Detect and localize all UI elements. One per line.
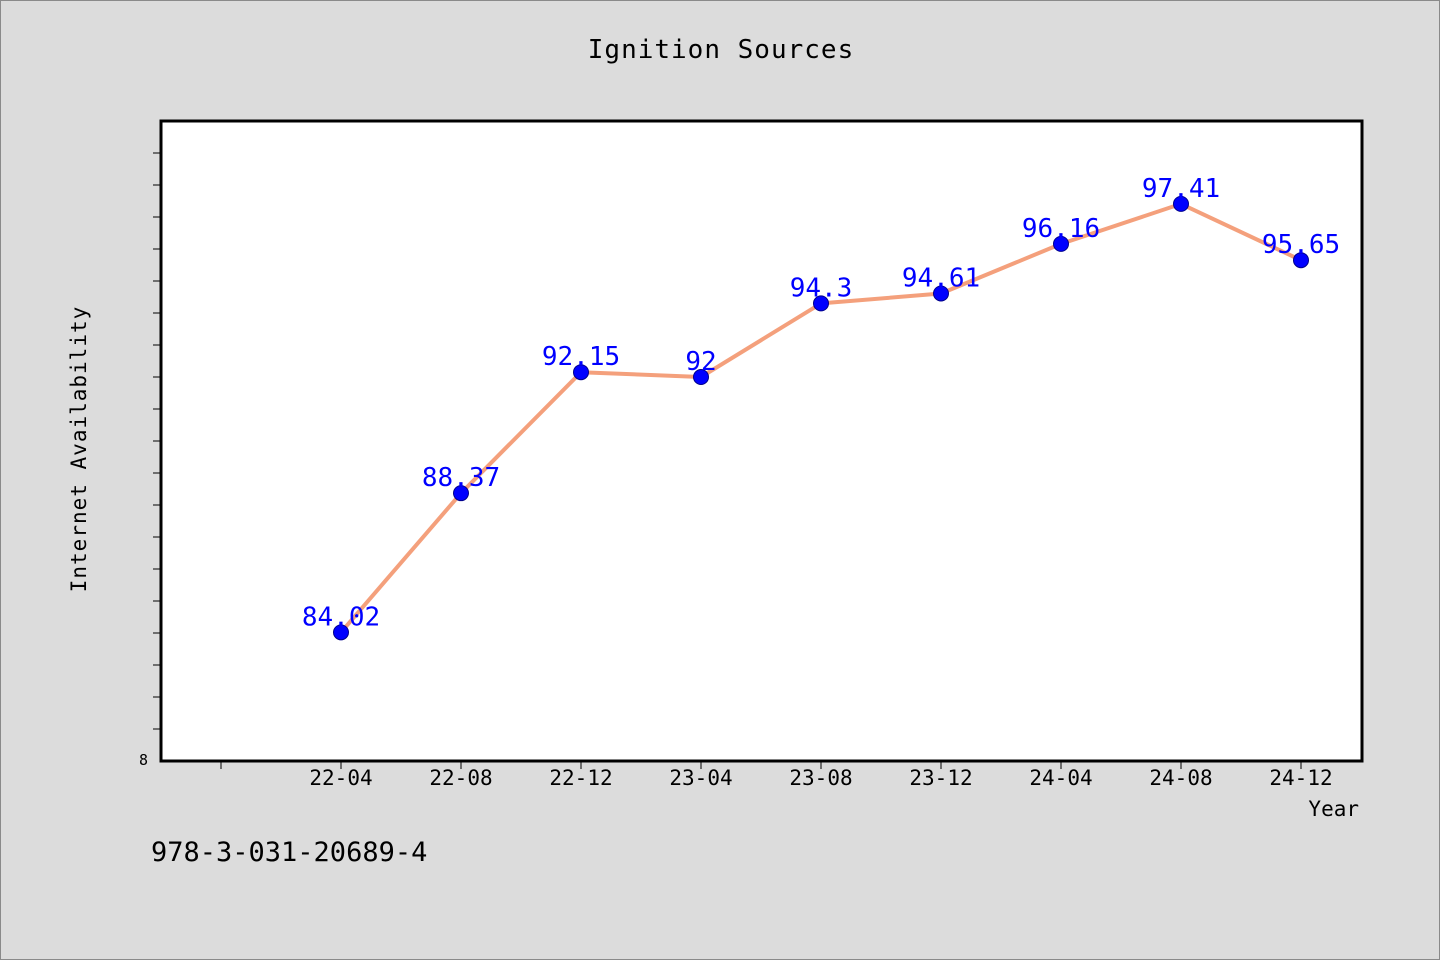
x-axis-ticks: [220, 761, 1302, 769]
data-label: 97.41: [1142, 174, 1220, 204]
x-tick-label: 23-08: [789, 766, 852, 790]
y-tick-label: 8: [139, 751, 149, 769]
data-point: [1173, 195, 1189, 212]
data-point: [333, 624, 349, 641]
data-label: 95.65: [1262, 230, 1340, 260]
x-tick-label: 23-12: [909, 766, 972, 790]
plot-area: [159, 119, 1364, 763]
data-label: 88.37: [422, 463, 500, 493]
data-label: 94.3: [790, 273, 853, 303]
data-point: [573, 364, 589, 381]
data-label: 92.15: [542, 342, 620, 372]
data-label: 84.02: [302, 602, 380, 632]
data-label: 92: [685, 347, 716, 377]
x-tick-label: 24-12: [1269, 766, 1332, 790]
series-points: [333, 195, 1309, 641]
x-tick-labels: 22-04 22-08 22-12 23-04 23-08 23-12 24-04 24-08…: [309, 766, 1332, 790]
data-label: 96.16: [1022, 214, 1100, 244]
data-point: [813, 295, 829, 312]
y-axis-ticks: [153, 152, 161, 730]
x-tick-label: 23-04: [669, 766, 732, 790]
x-tick-label: 24-08: [1149, 766, 1212, 790]
chart-title: Ignition Sources: [587, 35, 855, 65]
data-point: [1293, 252, 1309, 269]
x-tick-label: 24-04: [1029, 766, 1092, 790]
data-label: 94.61: [902, 263, 980, 293]
data-point: [1053, 235, 1069, 252]
x-axis-title: Year: [1308, 797, 1359, 821]
data-point: [933, 285, 949, 302]
x-tick-label: 22-04: [309, 766, 372, 790]
isbn-text: 978-3-031-20689-4: [151, 837, 428, 868]
x-tick-label: 22-12: [549, 766, 612, 790]
data-point: [453, 485, 469, 502]
data-point: [693, 369, 709, 385]
x-tick-label: 22-08: [429, 766, 492, 790]
y-axis-title: Internet Availability: [67, 305, 91, 593]
data-labels: 84.02 88.37 92.15 92 94.3 94.61 96.16 97.41 95.6…: [302, 174, 1340, 632]
